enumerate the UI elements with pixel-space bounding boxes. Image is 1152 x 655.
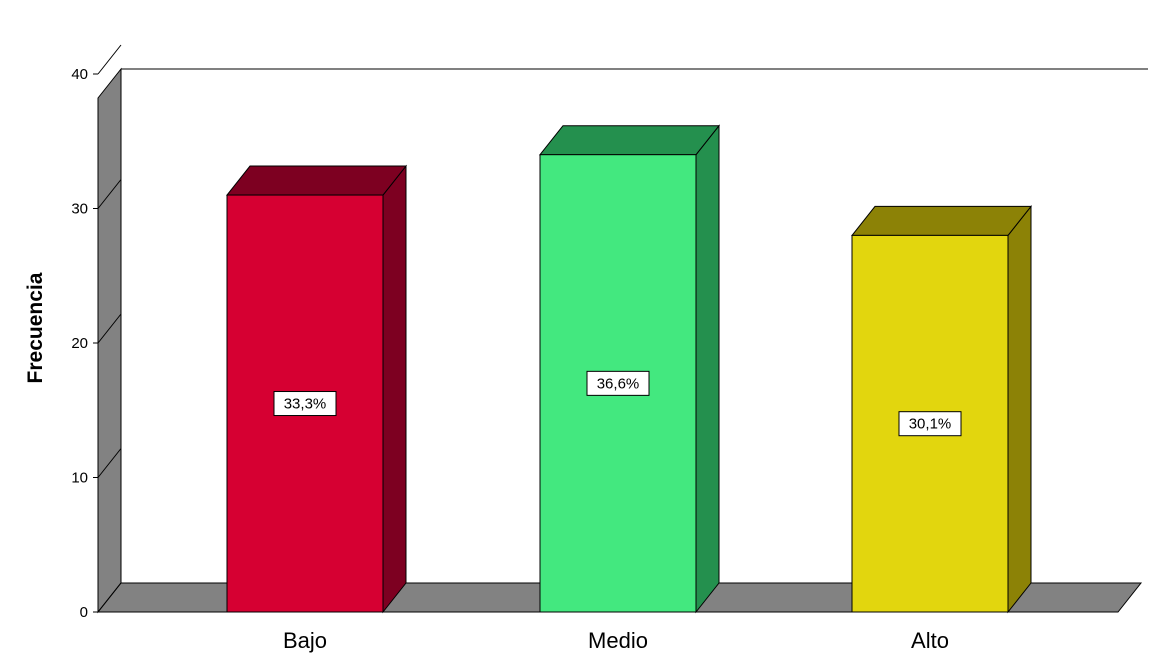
y-gridline-3 (97, 179, 122, 209)
y-tick-label-3: 30 (71, 201, 88, 218)
data-label-box (898, 411, 962, 437)
bar-side-face (1007, 204, 1032, 614)
data-label-box (273, 391, 337, 417)
y-gridline-4 (97, 44, 122, 75)
bar-side-face (382, 164, 407, 614)
category-label-alto: Alto (911, 628, 949, 653)
bar-medio: 36,6% (538, 124, 721, 614)
left-wall (97, 67, 122, 614)
bar-side-face (695, 124, 720, 614)
y-tick-label-4: 40 (71, 66, 88, 83)
bar-top-face (538, 125, 721, 156)
y-tick-label-0: 0 (80, 604, 88, 621)
y-axis-title: Frecuencia (24, 272, 47, 383)
y-axis: 0 10 20 30 40 (71, 44, 122, 621)
data-label-medio: 36,6% (597, 375, 640, 392)
y-tick-label-1: 10 (71, 470, 88, 487)
y-gridline-2 (97, 313, 122, 344)
bar-bajo: 33,3% (225, 164, 408, 614)
data-label-alto: 30,1% (909, 416, 952, 433)
category-label-medio: Medio (588, 628, 648, 653)
bars: 33,3% 36,6% 30,1% (225, 124, 1033, 614)
data-label-bajo: 33,3% (284, 396, 327, 413)
y-tick-label-2: 20 (71, 335, 88, 352)
bar-top-face (225, 165, 408, 196)
category-label-bajo: Bajo (283, 628, 327, 653)
bar-alto: 30,1% (850, 204, 1033, 614)
y-gridline-1 (97, 448, 122, 478)
data-label-box (586, 370, 650, 396)
bar-top-face (850, 205, 1033, 236)
category-axis: Bajo Medio Alto (283, 628, 949, 653)
y-gridline-0 (97, 582, 122, 613)
